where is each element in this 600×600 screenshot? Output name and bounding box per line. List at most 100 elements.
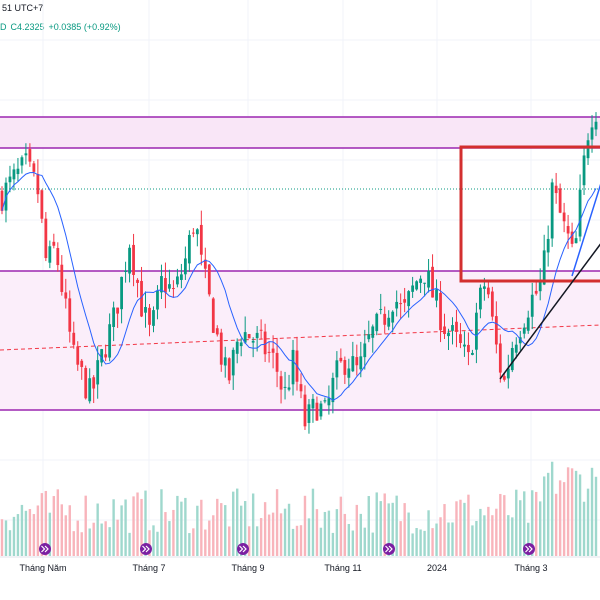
candle-body (108, 324, 112, 358)
volume-bar (120, 505, 123, 556)
uptrend-line-steep[interactable] (571, 180, 600, 277)
volume-bar (391, 502, 394, 556)
candle-body (144, 307, 147, 313)
uptrend-line[interactable] (499, 242, 600, 380)
volume-bar (160, 489, 163, 556)
volume-bar (395, 495, 398, 556)
candle-body (363, 343, 367, 358)
volume-bar (554, 493, 558, 556)
candle-body (463, 344, 466, 347)
candle-body (259, 329, 263, 331)
candle-body (311, 398, 315, 409)
candle-body (307, 404, 311, 423)
candle-body (96, 360, 100, 385)
candle-body (315, 402, 319, 421)
volume-bar (32, 514, 36, 556)
volume-bar (239, 505, 243, 556)
volume-bar (200, 499, 203, 556)
volume-bar (176, 495, 179, 556)
candle-body (271, 348, 275, 353)
candle-body (104, 354, 108, 358)
volume-bar (76, 520, 79, 556)
candle-body (263, 331, 267, 355)
volume-bar (455, 501, 458, 556)
candle-body (60, 264, 64, 292)
ohlc-close-value: C4.2325 (10, 22, 45, 32)
volume-bar (423, 530, 426, 556)
dashed-trend-line[interactable] (0, 324, 600, 351)
volume-bar (582, 501, 586, 556)
volume-bar (12, 516, 16, 556)
volume-bar (487, 506, 490, 556)
candle-body (36, 174, 40, 195)
volume-bar (0, 519, 4, 556)
volume-bar (4, 520, 8, 556)
double-chevron-right-icon[interactable] (383, 543, 395, 555)
volume-bar (594, 476, 598, 556)
double-chevron-right-icon[interactable] (140, 543, 152, 555)
candle-body (0, 190, 4, 211)
x-axis-tick-label: Tháng 7 (132, 563, 165, 573)
double-chevron-right-icon[interactable] (523, 543, 535, 555)
volume-bar (439, 517, 442, 556)
candle-body (100, 349, 104, 363)
volume-bar (80, 532, 83, 556)
volume-bar (172, 509, 175, 556)
candle-body (562, 212, 566, 222)
volume-bar (459, 499, 462, 556)
volume-bar (375, 492, 378, 556)
volume-bar (275, 489, 279, 556)
volume-bar (140, 498, 143, 556)
moving-average-line (1, 171, 597, 401)
candle-body (486, 287, 490, 295)
candle-body (411, 285, 415, 292)
candle-body (510, 347, 514, 371)
candle-body (395, 301, 399, 309)
candle-body (586, 140, 590, 159)
candle-body (578, 189, 582, 237)
volume-bar (411, 533, 414, 556)
candle-body (275, 352, 279, 372)
candle-body (403, 299, 407, 303)
volume-bar (566, 467, 570, 556)
volume-bar (443, 504, 446, 556)
double-chevron-right-icon[interactable] (237, 543, 249, 555)
volume-bar (128, 532, 131, 556)
candle-body (522, 327, 526, 334)
volume-bar (192, 528, 195, 556)
double-chevron-right-icon[interactable] (39, 543, 51, 555)
volume-bar (531, 490, 534, 556)
candle-body (347, 368, 351, 378)
candle-body (558, 188, 562, 213)
candle-body (387, 317, 391, 327)
volume-bar (48, 512, 52, 556)
volume-bar (519, 500, 522, 556)
candle-body (239, 342, 243, 347)
candle-body (247, 334, 251, 339)
candle-body (478, 287, 482, 310)
candle-body (140, 280, 143, 317)
candle-body (211, 298, 215, 333)
candle-body (112, 307, 116, 327)
volume-bar (355, 504, 359, 556)
resistance-zone (0, 117, 600, 148)
candle-body (494, 316, 498, 345)
candle-body (391, 311, 395, 323)
volume-bar (255, 526, 259, 556)
volume-bar (363, 527, 366, 556)
volume-bar (359, 513, 362, 556)
candle-body (32, 163, 36, 172)
candle-body (319, 403, 323, 417)
candle-body (415, 281, 419, 290)
candle-body (303, 394, 307, 427)
highlight-box[interactable] (459, 145, 600, 283)
candle-body (267, 351, 271, 353)
candle-body (530, 294, 534, 317)
volume-bar (88, 528, 91, 556)
candle-body (52, 241, 56, 246)
candle-body (168, 284, 171, 289)
candle-body (359, 356, 363, 370)
volume-bar (427, 510, 430, 556)
candle-body (475, 312, 478, 350)
